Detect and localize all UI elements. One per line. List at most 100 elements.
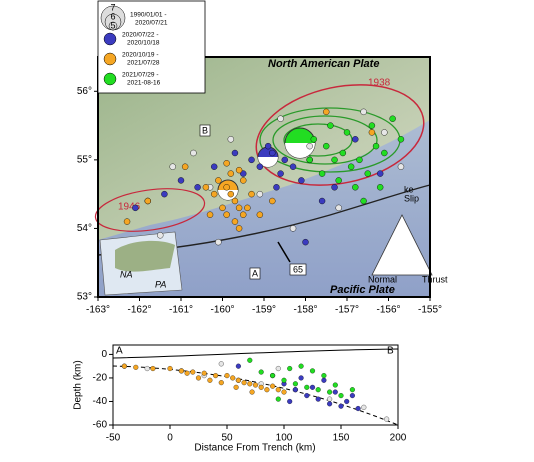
- event: [327, 396, 333, 402]
- event: [194, 184, 201, 191]
- event: [133, 364, 139, 370]
- event: [264, 142, 272, 150]
- event: [381, 149, 388, 157]
- legend-label: 2020/07/22 -: [122, 32, 159, 39]
- year-label: 1946: [118, 202, 141, 213]
- event: [223, 184, 230, 191]
- size-key-label: 6: [110, 11, 115, 21]
- event: [210, 163, 218, 170]
- event: [184, 370, 190, 376]
- event: [304, 393, 310, 399]
- event: [223, 160, 230, 167]
- event: [218, 380, 224, 386]
- event: [349, 387, 355, 393]
- event: [235, 204, 243, 212]
- event: [195, 375, 202, 381]
- x-tick-label: -157°: [335, 305, 359, 316]
- event: [289, 163, 297, 170]
- event: [327, 401, 333, 407]
- event: [206, 211, 214, 218]
- legend-label: 2021-08-16: [127, 80, 161, 87]
- event: [231, 149, 239, 157]
- event: [264, 387, 270, 393]
- event: [281, 377, 287, 383]
- event: [306, 156, 313, 164]
- x-tick-label: -162°: [127, 305, 151, 316]
- event: [227, 170, 235, 177]
- event: [281, 389, 287, 395]
- event: [227, 136, 235, 143]
- event: [397, 163, 405, 170]
- event: [384, 416, 390, 422]
- rupture-1946: [94, 188, 206, 232]
- ternary: [371, 214, 433, 276]
- event: [321, 373, 327, 379]
- x-tick-label: -156°: [376, 305, 400, 316]
- size-key: [108, 21, 118, 31]
- y-tick-label: 56°: [77, 86, 92, 97]
- event: [219, 204, 226, 212]
- event: [292, 387, 298, 393]
- event: [381, 129, 388, 136]
- event: [361, 404, 367, 410]
- event: [269, 149, 276, 157]
- cross-section-panel: A B Distance From Trench (km) Depth (km)…: [73, 344, 407, 454]
- ternary-label: Slip: [404, 193, 419, 203]
- event: [275, 387, 281, 393]
- event: [389, 115, 396, 122]
- event: [270, 383, 276, 389]
- event: [338, 393, 344, 399]
- event: [132, 204, 139, 212]
- x-tick-label: 100: [276, 433, 293, 444]
- legend-swatch: [103, 52, 117, 66]
- event: [223, 211, 230, 218]
- ternary-label: ke: [404, 184, 414, 194]
- map-panel: North American Plate Pacific Plate 1938 …: [77, 56, 448, 316]
- event: [210, 190, 218, 198]
- event: [247, 381, 253, 387]
- event: [215, 238, 222, 246]
- event: [258, 369, 264, 375]
- event: [344, 398, 350, 405]
- event: [298, 177, 305, 184]
- y-axis-label: Depth (km): [73, 360, 84, 409]
- event: [277, 170, 284, 177]
- event: [231, 218, 239, 225]
- event: [207, 377, 213, 383]
- legend-label: 1990/01/01 -: [130, 12, 167, 19]
- event: [273, 184, 280, 191]
- event: [230, 375, 236, 381]
- event: [161, 190, 168, 198]
- event: [150, 365, 156, 372]
- x-tick-label: 0: [167, 433, 173, 444]
- y-tick-label: 55°: [77, 154, 92, 165]
- rate-label: 65: [293, 264, 303, 274]
- event: [281, 156, 288, 164]
- topography: [112, 348, 399, 359]
- event: [227, 190, 235, 198]
- legend-label: 2020/07/21: [135, 20, 168, 27]
- x-tick-label: -155°: [418, 305, 442, 316]
- event: [240, 177, 247, 184]
- y-tick-label: -40: [93, 396, 108, 407]
- event: [144, 365, 150, 372]
- event: [332, 389, 338, 395]
- points: [121, 357, 390, 422]
- event: [202, 184, 210, 191]
- label-box: [289, 263, 307, 276]
- event: [248, 190, 255, 198]
- x-tick-label: 200: [390, 433, 407, 444]
- profile-end: A: [252, 268, 258, 278]
- event: [215, 177, 222, 184]
- event: [323, 108, 330, 116]
- event: [306, 142, 313, 150]
- event: [321, 377, 327, 383]
- x-tick-label: 50: [221, 433, 233, 444]
- y-tick-label: 53°: [77, 292, 92, 303]
- x-tick-label: -160°: [210, 305, 234, 316]
- event: [327, 122, 334, 129]
- legend-label: 2021/07/29 -: [122, 72, 159, 79]
- event: [252, 382, 259, 388]
- event: [213, 373, 219, 379]
- event: [240, 211, 247, 218]
